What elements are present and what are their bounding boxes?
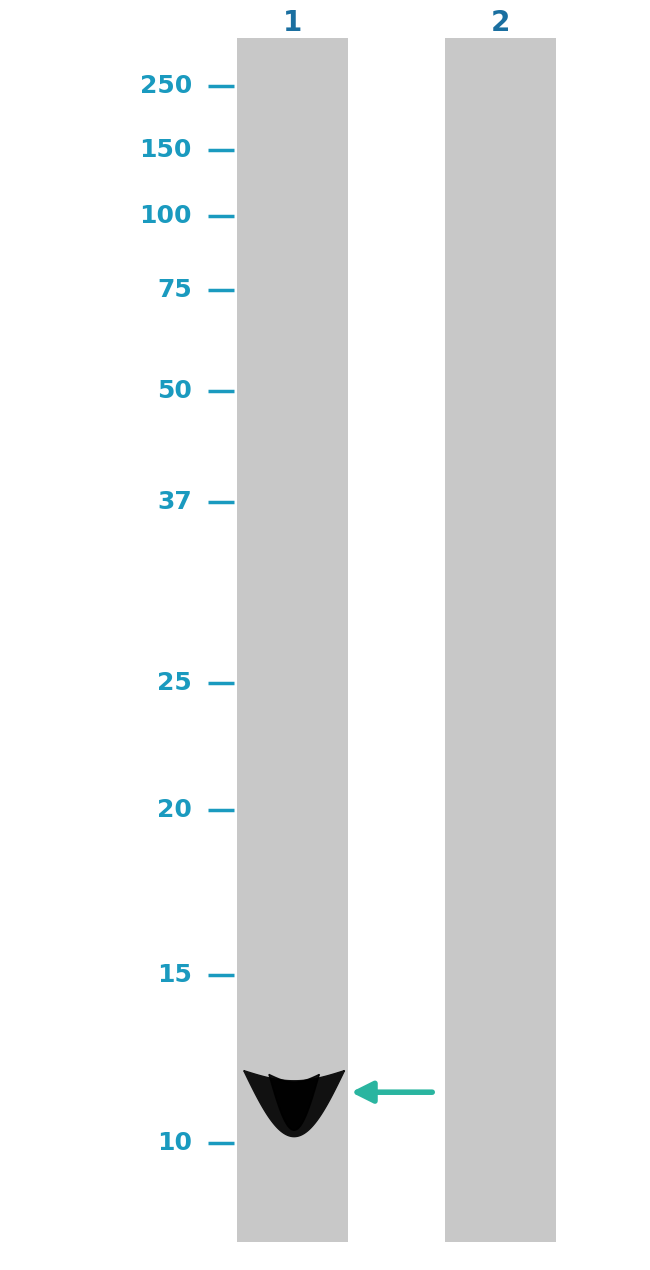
Polygon shape [244,1071,344,1137]
Text: 100: 100 [139,204,192,227]
Text: 250: 250 [140,75,192,98]
Text: 20: 20 [157,799,192,822]
Text: 10: 10 [157,1132,192,1154]
Bar [237,38,348,1242]
Text: 150: 150 [139,138,192,161]
Text: 1: 1 [283,9,302,37]
Text: 25: 25 [157,672,192,695]
Text: 50: 50 [157,380,192,403]
Bar [445,38,556,1242]
Text: 15: 15 [157,964,192,987]
Text: 2: 2 [491,9,510,37]
Text: 75: 75 [157,278,192,301]
Polygon shape [269,1074,319,1130]
Text: 37: 37 [157,490,192,513]
